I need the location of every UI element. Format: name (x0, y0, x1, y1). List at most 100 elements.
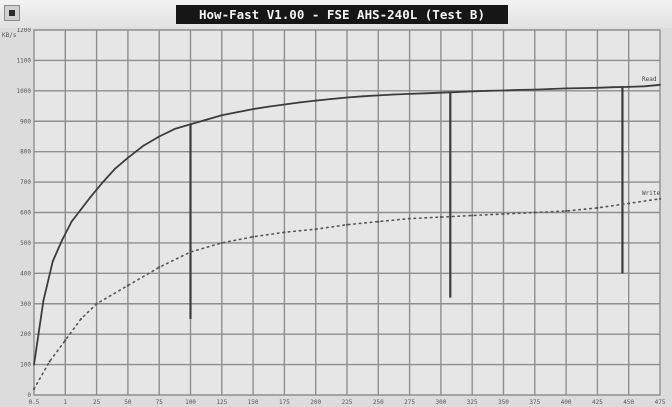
data-point-read (142, 144, 145, 147)
x-tick-label: 150 (248, 399, 259, 406)
data-point-read (424, 92, 427, 95)
data-point-write (408, 217, 411, 220)
y-tick-label: 700 (20, 179, 31, 186)
data-point-write (126, 284, 129, 287)
series-line-read (33, 83, 661, 365)
data-point-write (377, 220, 380, 223)
x-tick-label: 200 (310, 399, 321, 406)
close-gadget-icon[interactable] (4, 5, 20, 21)
data-point-read (612, 86, 614, 89)
data-point-read (518, 89, 521, 91)
data-point-read (659, 83, 661, 86)
data-point-read (42, 299, 45, 302)
series-layer (32, 83, 662, 391)
data-point-read (533, 88, 536, 91)
data-point-read (502, 89, 505, 92)
y-tick-label: 600 (20, 210, 31, 217)
data-point-read (33, 363, 35, 366)
y-tick-label: 200 (20, 331, 31, 338)
data-point-read (158, 135, 161, 138)
series-labels: Read Write (642, 76, 660, 197)
data-point-read (173, 127, 176, 130)
data-point-write (189, 250, 192, 254)
data-point-write (283, 231, 286, 234)
y-tick-label: 1100 (17, 57, 32, 64)
data-point-read (51, 260, 54, 263)
x-tick-label: 350 (498, 399, 509, 406)
data-point-read (455, 91, 458, 93)
data-point-write (220, 241, 223, 245)
y-tick-label: 800 (20, 149, 31, 156)
y-tick-label: 100 (20, 362, 31, 369)
y-axis-ticks: 0 100 200 300 400 500 600 700 800 900 1000 1100 1200… (2, 28, 31, 399)
data-point-read (80, 208, 82, 211)
data-point-read (440, 91, 442, 94)
x-axis-ticks: 0.5 1 25 50 75 100 125 150 175 200 225 250 275 300 325… (29, 399, 666, 406)
data-point-write (627, 202, 630, 205)
y-axis-unit-label: KB/s (2, 32, 17, 39)
data-point-read (127, 156, 129, 159)
window-title: How-Fast V1.00 - FSE AHS-240L (Test B) (176, 5, 508, 24)
grid (33, 29, 661, 396)
data-point-read (283, 103, 286, 106)
data-point-write (32, 387, 36, 391)
x-tick-label: 1 (63, 399, 67, 406)
window-title-bar[interactable]: How-Fast V1.00 - FSE AHS-240L (Test B) (0, 0, 672, 29)
data-point-write (48, 360, 51, 363)
data-point-write (95, 302, 98, 305)
y-tick-label: 400 (20, 270, 31, 277)
data-point-read (114, 167, 117, 170)
data-point-read (61, 238, 64, 241)
data-point-write (471, 214, 474, 217)
data-point-write (314, 228, 317, 231)
data-point-read (408, 92, 411, 95)
data-point-read (471, 90, 474, 93)
data-point-read (220, 114, 223, 117)
x-tick-label: 25 (93, 399, 101, 406)
x-tick-label: 0.5 (29, 399, 40, 406)
data-point-read (643, 85, 646, 88)
data-point-write (565, 209, 568, 213)
transfer-rate-chart: 0100200300400500600700800900100011001200… (0, 28, 672, 407)
data-point-read (549, 88, 552, 90)
x-tick-label: 175 (279, 399, 290, 406)
data-point-read (627, 85, 630, 88)
data-point-read (596, 86, 599, 89)
data-point-write (596, 206, 599, 210)
y-tick-label: 300 (20, 301, 31, 308)
data-point-read (393, 93, 395, 96)
y-tick-label: 900 (20, 118, 31, 125)
x-tick-label: 325 (467, 399, 478, 406)
data-point-write (439, 215, 442, 219)
series-label-write: Write (642, 190, 660, 197)
x-tick-label: 75 (156, 399, 164, 406)
x-tick-label: 125 (216, 399, 227, 406)
data-point-read (346, 96, 348, 99)
data-point-write (79, 317, 83, 321)
x-tick-label: 275 (404, 399, 415, 406)
data-point-write (502, 212, 505, 216)
x-tick-label: 250 (373, 399, 384, 406)
data-point-read (252, 108, 255, 110)
x-tick-label: 475 (655, 399, 666, 406)
data-point-read (267, 105, 270, 108)
data-point-write (64, 339, 67, 342)
data-point-write (158, 266, 161, 269)
data-point-read (101, 181, 104, 183)
data-point-write (533, 211, 536, 214)
data-point-read (236, 111, 239, 114)
data-point-write (252, 235, 255, 238)
y-tick-label: 1000 (17, 88, 32, 95)
data-point-write (658, 197, 662, 200)
data-point-read (89, 196, 92, 199)
y-tick-label: 1200 (17, 28, 32, 34)
y-tick-label: 0 (27, 392, 31, 399)
x-tick-label: 50 (124, 399, 132, 406)
data-point-read (205, 118, 208, 121)
y-tick-label: 500 (20, 240, 31, 247)
x-tick-label: 450 (623, 399, 634, 406)
data-point-read (377, 94, 380, 97)
x-tick-label: 425 (592, 399, 603, 406)
data-point-read (486, 89, 489, 92)
